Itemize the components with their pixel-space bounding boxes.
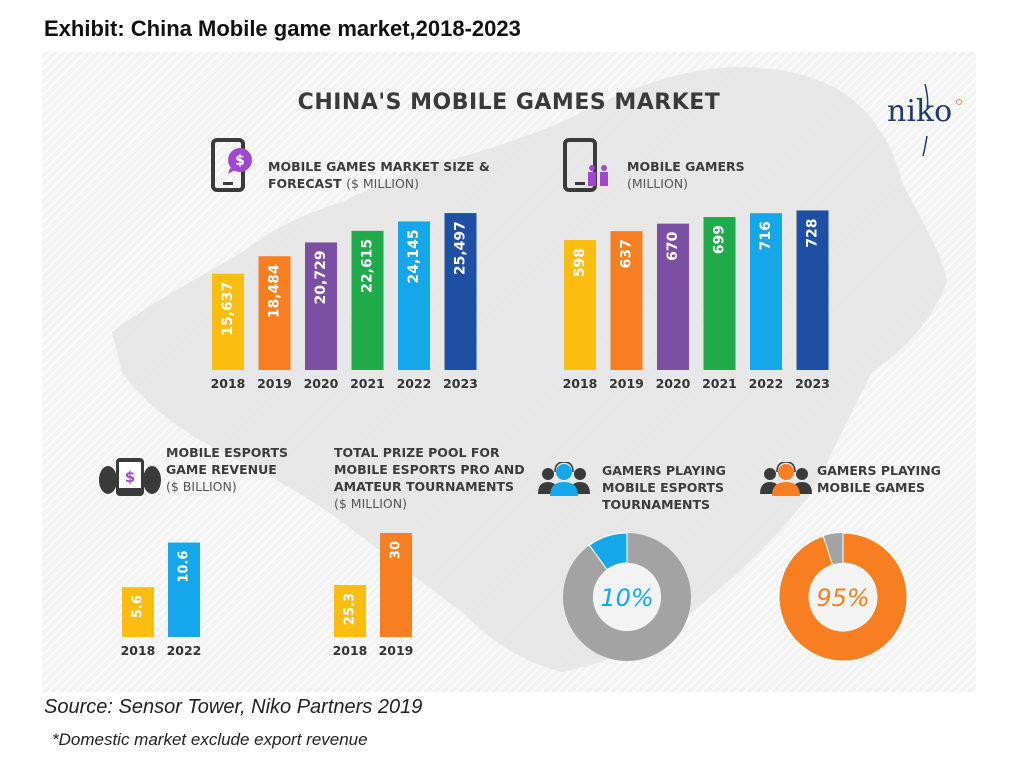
headset-people-icon [538, 462, 590, 496]
bar-value-label: 24,145 [406, 229, 422, 283]
x-tick-label: 2020 [656, 376, 691, 391]
donut-center-label: 10% [600, 584, 653, 612]
donut-hole [593, 563, 661, 631]
gamepad-phone-icon: $ [99, 458, 161, 496]
bar-value-label: 15,637 [220, 282, 236, 336]
bar-value-label: 728 [805, 218, 821, 247]
x-tick-label: 2023 [795, 376, 830, 391]
x-tick-label: 2019 [379, 643, 414, 658]
bar-value-label: 20,729 [313, 250, 329, 304]
x-tick-label: 2023 [443, 376, 478, 391]
bar-2021 [703, 217, 736, 370]
infographic-panel: CHINA'S MOBILE GAMES MARKET niko $ MOBIL… [42, 52, 976, 692]
bar-value-label: 670 [665, 231, 681, 260]
x-tick-label: 2022 [397, 376, 432, 391]
bar-value-label: 10.6 [177, 551, 192, 583]
niko-logo: niko [887, 94, 953, 129]
china-map-background [112, 67, 947, 673]
map-silhouette [112, 67, 947, 673]
x-tick-label: 2018 [333, 643, 368, 658]
svg-text:$: $ [235, 153, 245, 169]
x-tick-label: 2020 [304, 376, 339, 391]
bar-2022 [398, 221, 430, 370]
gamers-chart: 598 2018 637 2019 670 2020 699 2021 716 2022 728 20… [563, 210, 830, 391]
prize-pool-title: TOTAL PRIZE POOL FOR MOBILE ESPORTS PRO … [334, 445, 525, 511]
phone-dollar-icon: $ [211, 138, 252, 192]
x-tick-label: 2021 [702, 376, 737, 391]
gamers-title: MOBILE GAMERS (MILLION) [627, 159, 745, 191]
market-size-title: MOBILE GAMES MARKET SIZE & FORECAST ($ M… [268, 159, 490, 191]
bar-value-label: 18,484 [267, 264, 283, 318]
bar-value-label: 716 [758, 221, 774, 250]
bar-2018 [122, 587, 154, 637]
footnote: *Domestic market exclude export revenue [52, 730, 368, 749]
exhibit-title: Exhibit: China Mobile game market,2018-2… [44, 16, 521, 41]
bar-value-label: 25.3 [343, 593, 358, 625]
donut-center-label: 95% [816, 584, 869, 612]
headset-people-icon [760, 462, 812, 496]
bar-2019 [610, 231, 643, 370]
bar-value-label: 25,497 [453, 221, 469, 275]
bar-value-label: 5.6 [131, 595, 146, 618]
source-note: Source: Sensor Tower, Niko Partners 2019 [44, 696, 423, 718]
x-tick-label: 2022 [167, 643, 202, 658]
niko-logo-mark [922, 83, 962, 157]
x-tick-label: 2018 [121, 643, 156, 658]
x-tick-label: 2019 [257, 376, 292, 391]
x-tick-label: 2018 [211, 376, 246, 391]
mobile-players-donut: 95% [778, 532, 908, 662]
bar-2019 [258, 256, 291, 370]
donut-hole [809, 563, 877, 631]
market-size-chart: 15,637 2018 18,484 2019 20,729 2020 22,615 2021… [211, 213, 478, 391]
esports-players-donut: 10% [563, 532, 691, 661]
bar-value-label: 22,615 [360, 239, 376, 293]
bar-2020 [657, 223, 689, 370]
bar-2023 [796, 210, 829, 370]
bar-2022 [168, 542, 200, 637]
donut-value-slice [588, 532, 628, 571]
bar-2018 [564, 240, 596, 370]
x-tick-label: 2018 [563, 376, 598, 391]
bar-2018 [334, 585, 366, 637]
esports-revenue-title: MOBILE ESPORTS GAME REVENUE ($ BILLION) [166, 445, 289, 494]
bar-value-label: 30 [389, 541, 404, 559]
x-tick-label: 2022 [749, 376, 784, 391]
x-tick-label: 2021 [350, 376, 385, 391]
bar-value-label: 699 [712, 225, 728, 254]
bar-2023 [444, 213, 477, 370]
svg-text:$: $ [125, 468, 135, 486]
bar-2022 [750, 213, 782, 370]
infographic-title: CHINA'S MOBILE GAMES MARKET [297, 90, 721, 115]
esports-players-title: GAMERS PLAYING MOBILE ESPORTS TOURNAMENT… [602, 463, 726, 512]
bar-2018 [212, 273, 244, 370]
bar-value-label: 637 [619, 239, 635, 268]
bar-2021 [351, 230, 384, 370]
x-tick-label: 2019 [609, 376, 644, 391]
phone-people-icon [563, 138, 608, 192]
mobile-players-title: GAMERS PLAYING MOBILE GAMES [817, 463, 941, 495]
bar-2020 [305, 242, 337, 370]
bar-2019 [380, 533, 412, 637]
prize-pool-chart: 25.3 2018 30 2019 [333, 533, 414, 658]
bar-value-label: 598 [572, 248, 588, 277]
esports-revenue-chart: 5.6 2018 10.6 2022 [121, 542, 202, 658]
